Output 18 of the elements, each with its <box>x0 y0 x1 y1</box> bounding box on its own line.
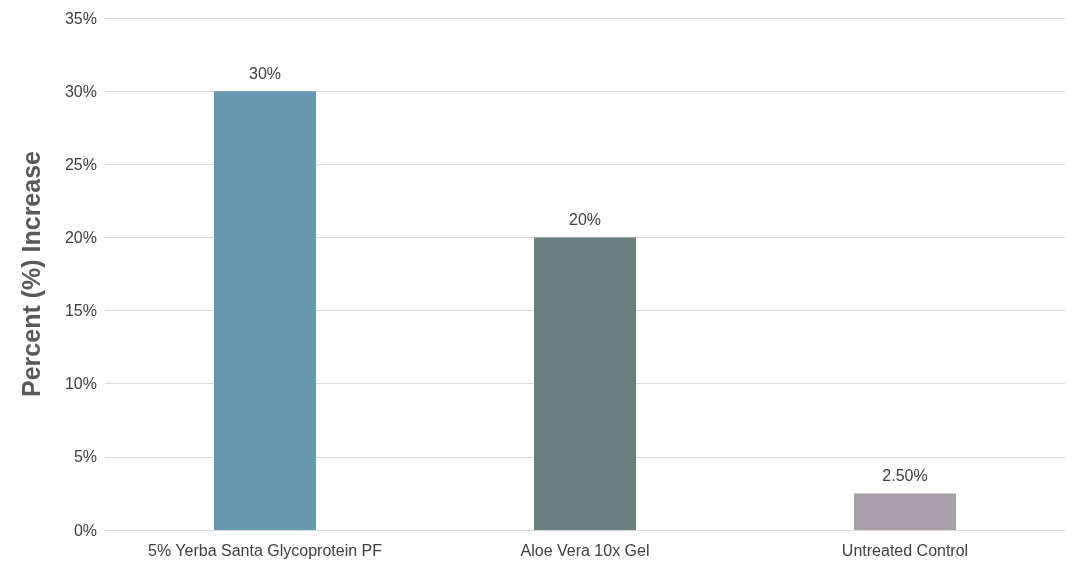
y-tick-label: 5% <box>73 448 97 466</box>
y-tick-label: 20% <box>64 228 97 246</box>
y-tick-label: 25% <box>64 155 97 173</box>
y-tick-label: 30% <box>64 82 97 100</box>
x-tick-label: 5% Yerba Santa Glycoprotein PF <box>148 541 383 559</box>
bar <box>534 237 636 530</box>
bar <box>854 493 956 530</box>
data-label: 30% <box>248 64 282 82</box>
y-tick-label: 0% <box>73 521 97 539</box>
bar <box>214 91 316 530</box>
y-tick-label: 10% <box>64 375 97 393</box>
data-label: 2.50% <box>882 466 928 484</box>
x-tick-label: Untreated Control <box>841 541 969 559</box>
data-label: 20% <box>568 210 602 228</box>
y-tick-label: 35% <box>64 9 97 27</box>
x-tick-label: Aloe Vera 10x Gel <box>520 541 650 559</box>
y-axis-title: Percent (%) Increase <box>16 150 45 397</box>
y-tick-label: 15% <box>64 302 97 320</box>
